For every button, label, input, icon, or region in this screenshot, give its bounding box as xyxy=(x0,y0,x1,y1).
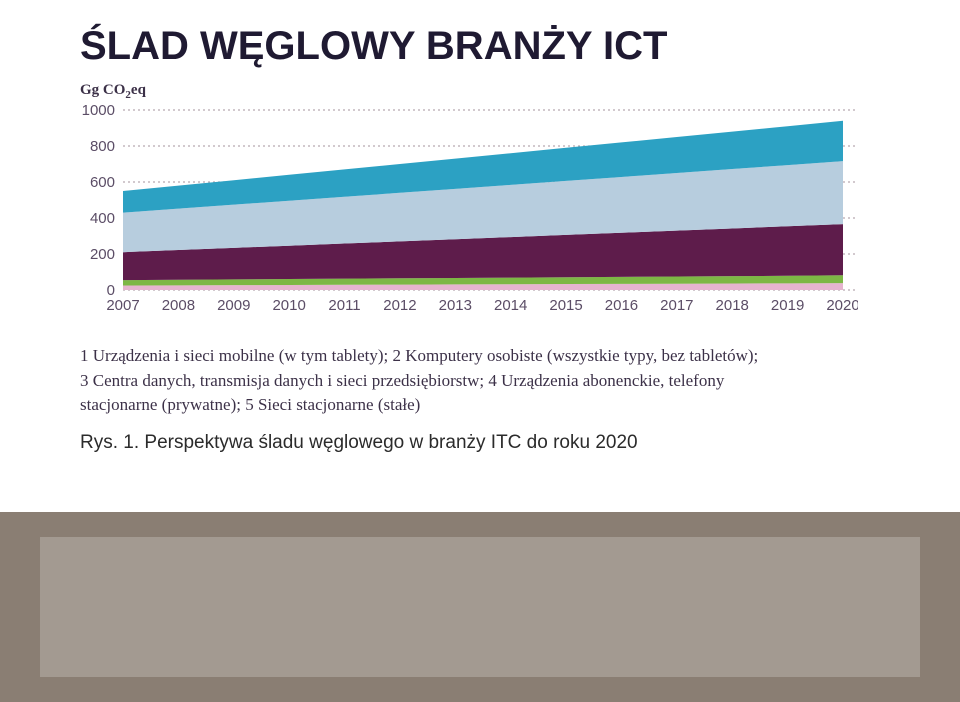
svg-text:2007: 2007 xyxy=(106,297,139,314)
svg-text:2015: 2015 xyxy=(549,297,582,314)
svg-text:2014: 2014 xyxy=(494,297,527,314)
svg-text:2017: 2017 xyxy=(660,297,693,314)
legend-line: 1 Urządzenia i sieci mobilne (w tym tabl… xyxy=(80,344,855,369)
page-title: ŚLAD WĘGLOWY BRANŻY ICT xyxy=(80,24,667,69)
svg-text:800: 800 xyxy=(90,138,115,155)
svg-text:2010: 2010 xyxy=(272,297,305,314)
footer-band xyxy=(0,512,960,702)
y-axis-title: Gg CO2eq xyxy=(80,82,146,101)
svg-text:200: 200 xyxy=(90,246,115,263)
svg-text:400: 400 xyxy=(90,210,115,227)
legend-line: 3 Centra danych, transmisja danych i sie… xyxy=(80,369,855,394)
legend-line: stacjonarne (prywatne); 5 Sieci stacjona… xyxy=(80,393,855,418)
svg-text:2016: 2016 xyxy=(605,297,638,314)
svg-text:2019: 2019 xyxy=(771,297,804,314)
svg-text:2011: 2011 xyxy=(328,297,360,314)
svg-text:2018: 2018 xyxy=(716,297,749,314)
svg-text:1000: 1000 xyxy=(82,102,115,119)
legend-text: 1 Urządzenia i sieci mobilne (w tym tabl… xyxy=(80,344,855,418)
svg-text:600: 600 xyxy=(90,174,115,191)
footer-band-inner xyxy=(40,537,920,677)
figure-caption: Rys. 1. Perspektywa śladu węglowego w br… xyxy=(80,432,638,454)
svg-text:2020: 2020 xyxy=(826,297,858,314)
svg-text:2009: 2009 xyxy=(217,297,250,314)
svg-text:2008: 2008 xyxy=(162,297,195,314)
svg-text:2013: 2013 xyxy=(439,297,472,314)
svg-text:2012: 2012 xyxy=(383,297,416,314)
area-chart: 0200400600800100020072008200920102011201… xyxy=(78,100,858,330)
